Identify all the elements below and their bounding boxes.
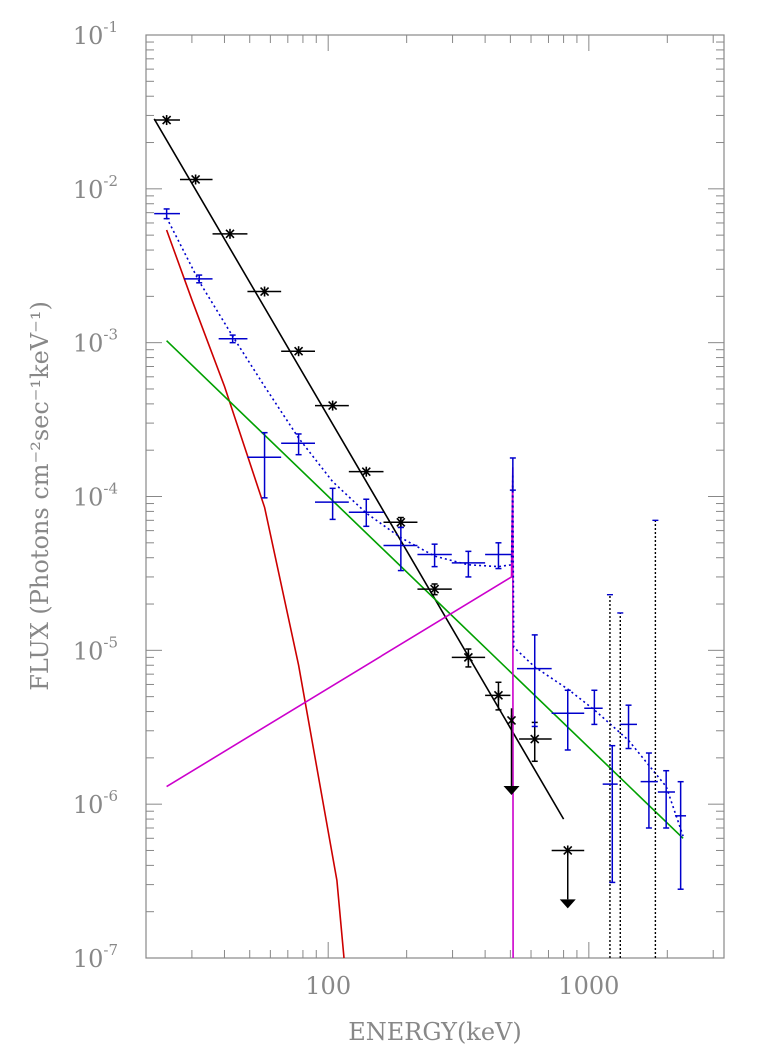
series-0-point-8 — [417, 583, 452, 596]
series-3-line — [165, 229, 345, 959]
series-6-line — [165, 217, 684, 837]
series-0-point-6 — [348, 466, 384, 477]
series-1-point-7 — [383, 526, 418, 572]
series-1-point-0 — [154, 208, 180, 220]
series-1-point-6 — [348, 498, 384, 528]
series-1-point-12 — [516, 634, 552, 728]
series-1-point-17 — [640, 752, 658, 829]
x-axis-title: ENERGY(keV) — [348, 1018, 522, 1046]
upper-limit-arrow — [559, 899, 576, 909]
y-tick-base: 10 — [73, 637, 104, 665]
y-tick-base: 10 — [73, 22, 104, 50]
series-1-point-1 — [184, 274, 213, 284]
series-0-point-2 — [212, 228, 248, 239]
y-tick-label: 10-6 — [73, 787, 118, 819]
y-tick-label: 10-3 — [73, 326, 118, 358]
model-lines — [153, 118, 684, 959]
axis-ticks — [145, 34, 724, 959]
y-tick-label: 10-1 — [73, 18, 118, 50]
series-0-point-3 — [247, 286, 282, 297]
y-tick-base: 10 — [73, 176, 104, 204]
upper-limit-arrow — [503, 785, 520, 795]
y-tick-label: 10-4 — [73, 480, 118, 512]
y-tick-exponent: -4 — [103, 480, 118, 498]
y-tick-base: 10 — [73, 791, 104, 819]
series-0-point-12 — [519, 721, 552, 763]
series-0-point-0 — [154, 115, 180, 126]
series-1-point-3 — [247, 431, 282, 499]
series-1-point-19 — [674, 780, 687, 890]
y-tick-exponent: -2 — [103, 172, 118, 190]
series-0-point-4 — [281, 346, 315, 357]
series-2-line — [153, 118, 565, 820]
y-tick-base: 10 — [73, 330, 104, 358]
series-0-point-13 — [551, 845, 585, 909]
y-tick-exponent: -7 — [103, 941, 118, 959]
series-1-point-14 — [584, 689, 603, 726]
y-tick-exponent: -5 — [103, 633, 118, 651]
y-tick-exponent: -1 — [103, 18, 118, 36]
series-1-point-11 — [509, 457, 516, 491]
series-1-point-4 — [281, 433, 315, 456]
series-1-point-5 — [314, 487, 349, 521]
series-0-point-11 — [503, 708, 520, 795]
series-1-point-15 — [602, 744, 618, 884]
series-1-point-10 — [485, 542, 512, 570]
series-1-point-18 — [657, 769, 675, 829]
y-tick-label: 10-7 — [73, 941, 118, 973]
series-1-point-8 — [417, 543, 452, 568]
series-0-point-1 — [179, 174, 213, 185]
series-0-point-5 — [314, 400, 349, 411]
series-1-point-16 — [620, 704, 637, 750]
series-1-point-2 — [218, 334, 248, 344]
series-1-point-9 — [451, 550, 486, 578]
series-1-point-13 — [551, 689, 585, 751]
y-tick-base: 10 — [73, 484, 104, 512]
x-tick-label: 100 — [305, 972, 351, 1000]
y-tick-label: 10-5 — [73, 633, 118, 665]
series-0-point-9 — [451, 648, 486, 668]
plot-frame — [145, 34, 725, 959]
x-tick-label: 1000 — [558, 972, 619, 1000]
y-tick-base: 10 — [73, 945, 104, 973]
y-tick-labels: 10-710-610-510-410-310-210-1 — [73, 18, 118, 973]
y-tick-label: 10-2 — [73, 172, 118, 204]
series-0-point-10 — [485, 681, 511, 711]
y-tick-exponent: -3 — [103, 326, 118, 344]
x-tick-labels: 100 1000 — [305, 972, 619, 1000]
y-tick-exponent: -6 — [103, 787, 118, 805]
data-points — [154, 115, 687, 909]
y-axis-title: FLUX (Photons cm⁻²sec⁻¹keV⁻¹) — [26, 301, 54, 691]
series-5-line — [166, 467, 514, 959]
